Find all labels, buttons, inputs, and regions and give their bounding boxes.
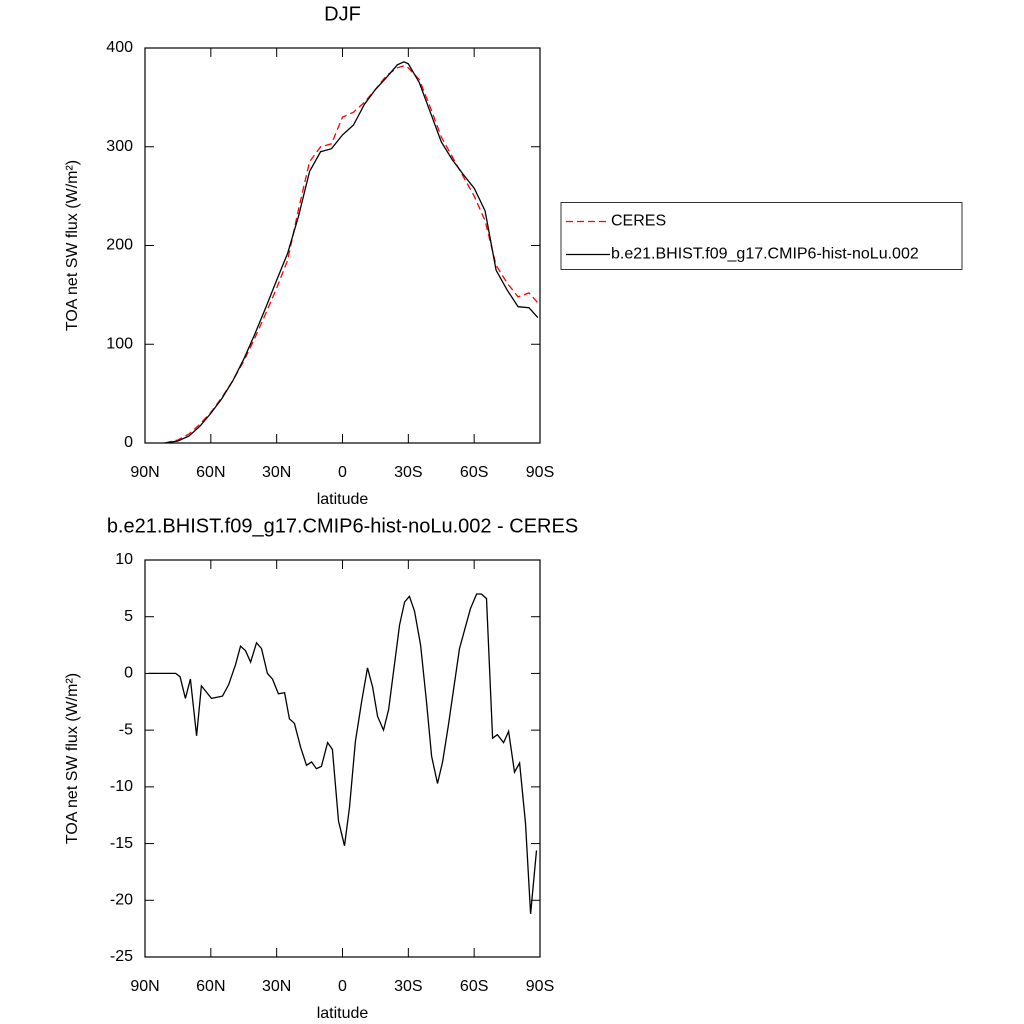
x-tick-label: 30N	[262, 978, 291, 995]
chart-title: b.e21.BHIST.f09_g17.CMIP6-hist-noLu.002 …	[107, 515, 578, 537]
y-tick-label: -5	[119, 721, 133, 738]
legend-box	[560, 202, 963, 270]
y-tick-label: -25	[110, 948, 133, 965]
y-tick-label: 400	[106, 39, 133, 56]
y-tick-label: 200	[106, 237, 133, 254]
y-tick-label: 5	[124, 608, 133, 625]
y-tick-label: 10	[115, 551, 133, 568]
y-tick-label: 300	[106, 138, 133, 155]
legend-label: b.e21.BHIST.f09_g17.CMIP6-hist-noLu.002	[611, 246, 919, 263]
y-tick-label: -15	[110, 835, 133, 852]
plot-frame	[144, 559, 541, 958]
plot-frame	[144, 47, 541, 444]
x-tick-label: 60S	[460, 978, 488, 995]
data-line	[164, 65, 539, 444]
y-tick-label: -10	[110, 778, 133, 795]
x-tick-label: 90S	[526, 978, 554, 995]
x-tick-label: 30N	[262, 464, 291, 481]
x-tick-label: 30S	[394, 978, 422, 995]
x-tick-label: 90N	[130, 464, 159, 481]
x-tick-label: 0	[338, 464, 347, 481]
x-tick-label: 60N	[196, 464, 225, 481]
y-axis-label: TOA net SW flux (W/m²)	[64, 160, 81, 331]
y-axis-label: TOA net SW flux (W/m²)	[64, 673, 81, 844]
x-axis-label: latitude	[317, 1005, 369, 1022]
data-line	[148, 593, 538, 914]
y-tick-label: 100	[106, 335, 133, 352]
x-tick-label: 30S	[394, 464, 422, 481]
y-tick-label: 0	[124, 434, 133, 451]
data-line	[164, 61, 539, 444]
x-tick-label: 60S	[460, 464, 488, 481]
x-tick-label: 60N	[196, 978, 225, 995]
y-tick-label: 0	[124, 665, 133, 682]
chart-title: DJF	[324, 3, 361, 25]
x-tick-label: 90S	[526, 464, 554, 481]
legend-label: CERES	[611, 213, 666, 230]
x-axis-label: latitude	[317, 491, 369, 508]
y-tick-label: -20	[110, 892, 133, 909]
x-tick-label: 0	[338, 978, 347, 995]
x-tick-label: 90N	[130, 978, 159, 995]
